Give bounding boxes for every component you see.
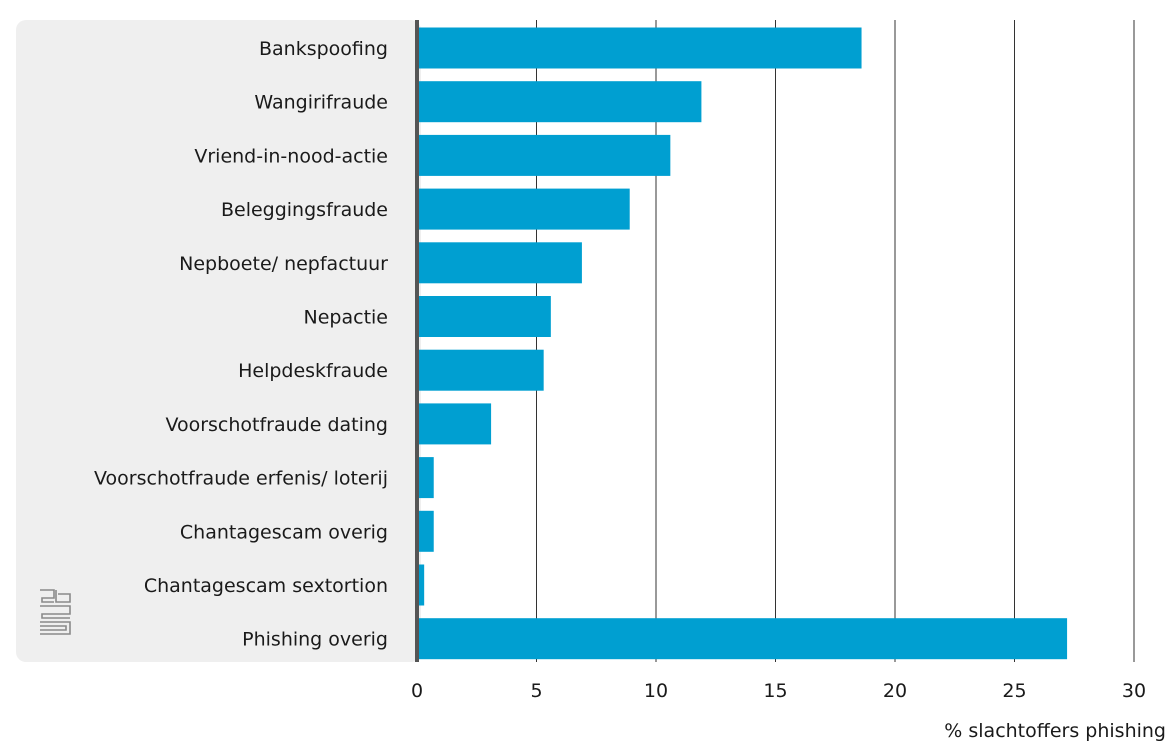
x-tick-label: 5 — [530, 680, 542, 702]
bar — [417, 242, 582, 284]
x-tick-label: 30 — [1122, 680, 1146, 702]
bar — [417, 618, 1068, 660]
logo-stroke — [40, 605, 71, 619]
category-label: Chantagescam sextortion — [144, 575, 388, 597]
x-tick-label: 15 — [763, 680, 787, 702]
logo-stroke — [55, 590, 71, 603]
bar — [417, 457, 434, 499]
category-label: Wangirifraude — [254, 92, 388, 114]
x-tick-label: 0 — [411, 680, 423, 702]
logo-stroke — [40, 589, 55, 603]
category-label: Vriend-in-nood-actie — [194, 145, 388, 167]
category-label: Phishing overig — [242, 629, 388, 651]
cbs-logo — [40, 589, 71, 635]
x-tick-label: 25 — [1002, 680, 1026, 702]
category-label: Voorschotfraude erfenis/ loterij — [94, 468, 388, 490]
bar — [417, 134, 671, 176]
bar — [417, 296, 551, 337]
category-labels: Bankspoofing Wangirifraude Vriend-in-nood-… — [94, 38, 388, 651]
category-label: Beleggingsfraude — [221, 199, 388, 221]
gridlines — [536, 20, 1135, 662]
logo-stroke — [40, 621, 71, 635]
category-label: Chantagescam overig — [180, 521, 388, 543]
bars — [417, 27, 1068, 660]
bar — [417, 510, 434, 552]
category-label: Voorschotfraude dating — [165, 414, 388, 436]
bar — [417, 349, 544, 391]
category-label-panel — [16, 20, 421, 662]
x-tick-label: 20 — [883, 680, 907, 702]
x-tick-labels: 0 5 10 15 20 25 30 — [411, 680, 1146, 702]
bar — [417, 27, 862, 69]
bar — [417, 564, 425, 606]
logo-stroke — [40, 625, 67, 631]
x-tick-label: 10 — [644, 680, 668, 702]
bar — [417, 81, 702, 123]
category-label: Nepboete/ nepfactuur — [179, 253, 388, 275]
bar — [417, 188, 630, 230]
x-axis-title: % slachtoffers phishing — [944, 720, 1166, 742]
category-label: Nepactie — [304, 307, 388, 329]
bar — [417, 403, 492, 445]
category-label: Bankspoofing — [259, 38, 388, 60]
category-label: Helpdeskfraude — [238, 360, 388, 382]
